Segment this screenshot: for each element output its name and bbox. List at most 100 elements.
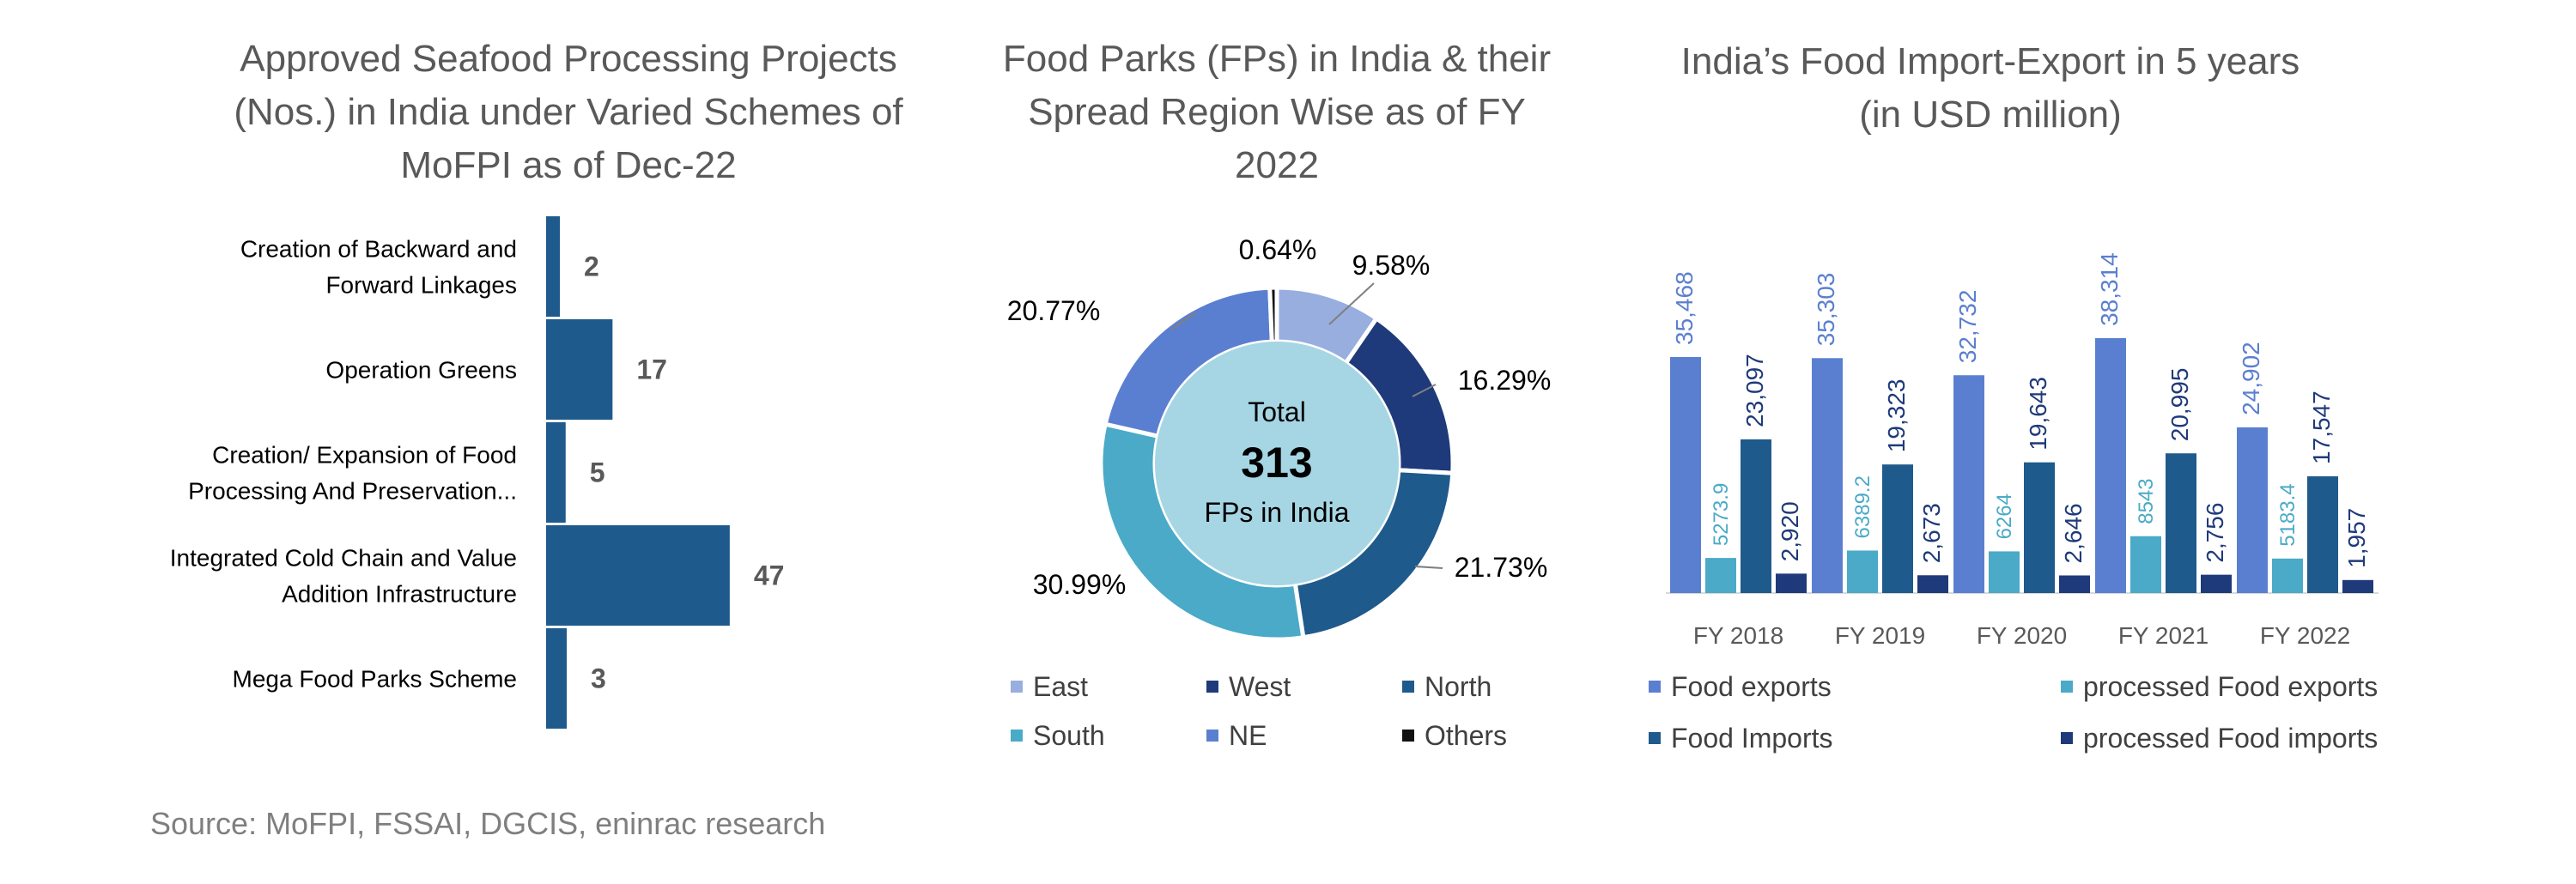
title-line: Approved Seafood Processing Projects xyxy=(240,38,897,80)
bar xyxy=(2024,462,2055,593)
x-tick-label: FY 2021 xyxy=(2118,622,2208,649)
slice-label: 20.77% xyxy=(1007,295,1101,326)
x-tick-label: FY 2020 xyxy=(1977,622,2067,649)
legend-label: North xyxy=(1425,671,1492,702)
bar xyxy=(1847,550,1878,593)
leader-line xyxy=(1170,312,1197,330)
data-label: 2,920 xyxy=(1777,501,1803,561)
data-label: 17 xyxy=(636,354,667,385)
category-label: Integrated Cold Chain and Value xyxy=(170,545,517,572)
legend-label: East xyxy=(1033,671,1088,702)
data-label: 38,314 xyxy=(2096,252,2123,326)
bar xyxy=(1989,551,2020,593)
slice-label: 16.29% xyxy=(1458,365,1552,396)
legend-label: NE xyxy=(1229,720,1267,751)
source-note: Source: MoFPI, FSSAI, DGCIS, eninrac res… xyxy=(150,806,825,841)
bar xyxy=(1917,575,1948,593)
data-label: 6264 xyxy=(1993,493,2016,539)
data-label: 8543 xyxy=(2135,478,2158,524)
bar xyxy=(2342,579,2373,593)
bar xyxy=(546,319,613,420)
bar xyxy=(2237,427,2268,593)
bar xyxy=(1953,375,1984,593)
x-tick-label: FY 2018 xyxy=(1693,622,1783,649)
category-label: Processing And Preservation... xyxy=(188,478,517,505)
x-tick-label: FY 2022 xyxy=(2260,622,2350,649)
data-label: 5 xyxy=(590,457,605,488)
data-label: 35,468 xyxy=(1671,271,1698,345)
donut-center-total-subtitle: FPs in India xyxy=(1205,497,1350,528)
bar xyxy=(2130,536,2161,593)
title-line: Food Parks (FPs) in India & their xyxy=(1003,38,1551,80)
legend-label: Food Imports xyxy=(1671,723,1833,754)
data-label: 32,732 xyxy=(1954,290,1981,364)
bar xyxy=(546,628,567,729)
bar xyxy=(1741,439,1771,593)
data-label: 6389.2 xyxy=(1851,475,1874,538)
title-line: (Nos.) in India under Varied Schemes of xyxy=(234,91,903,133)
bar xyxy=(2201,574,2232,593)
title-line: India’s Food Import-Export in 5 years xyxy=(1681,40,2300,82)
seafood-projects-chart: Approved Seafood Processing Projects (Nos… xyxy=(170,38,903,729)
legend-swatch xyxy=(2061,732,2073,744)
legend: East West North South NE Others xyxy=(1011,671,1507,751)
bar xyxy=(1670,357,1701,593)
bar xyxy=(1882,464,1913,593)
leader-line xyxy=(1414,566,1443,569)
donut-center-total-number: 313 xyxy=(1241,439,1312,487)
legend-label: West xyxy=(1229,671,1291,702)
data-label: 1,957 xyxy=(2343,508,2370,568)
legend: Food exports processed Food exports Food I… xyxy=(1649,671,2378,754)
bar xyxy=(2095,337,2126,593)
bar xyxy=(1705,558,1736,593)
title-line: MoFPI as of Dec-22 xyxy=(400,144,736,186)
donut-center-total-label: Total xyxy=(1248,397,1306,427)
bar xyxy=(1776,573,1807,593)
category-label: Mega Food Parks Scheme xyxy=(233,666,518,693)
data-label: 19,643 xyxy=(2025,377,2051,451)
legend-swatch xyxy=(1649,732,1661,744)
chart-title: Food Parks (FPs) in India & their Spread … xyxy=(1003,38,1551,186)
legend-label: processed Food imports xyxy=(2083,723,2378,754)
legend-label: South xyxy=(1033,720,1105,751)
data-label: 17,547 xyxy=(2308,391,2335,464)
donut-center xyxy=(1155,342,1399,585)
data-label: 20,995 xyxy=(2166,368,2193,442)
category-label: Addition Infrastructure xyxy=(282,581,517,608)
data-label: 19,323 xyxy=(1883,379,1910,453)
bar xyxy=(546,216,560,317)
bar xyxy=(2166,453,2196,593)
import-export-chart: India’s Food Import-Export in 5 years (in… xyxy=(1649,40,2379,754)
data-label: 23,097 xyxy=(1741,354,1768,427)
data-label: 3 xyxy=(591,663,606,694)
legend-label: processed Food exports xyxy=(2083,671,2378,702)
chart-title: Approved Seafood Processing Projects (Nos… xyxy=(234,38,903,186)
bar xyxy=(2059,575,2090,593)
data-label: 2,756 xyxy=(2202,503,2228,563)
data-label: 24,902 xyxy=(2238,342,2264,415)
x-tick-label: FY 2019 xyxy=(1835,622,1925,649)
slice-label: 9.58% xyxy=(1352,250,1431,281)
bar-group: 2 Creation of Backward and Forward Linkage… xyxy=(170,216,785,729)
data-label: 47 xyxy=(754,560,785,591)
category-label: Operation Greens xyxy=(325,357,517,384)
category-label: Forward Linkages xyxy=(325,272,517,299)
data-label: 5183.4 xyxy=(2276,483,2300,546)
data-label: 35,303 xyxy=(1813,273,1839,347)
food-parks-donut-chart: Food Parks (FPs) in India & their Spread … xyxy=(1003,38,1551,751)
legend-swatch xyxy=(1649,681,1661,693)
legend-label: Others xyxy=(1425,720,1507,751)
legend-swatch xyxy=(1402,730,1414,742)
category-label: Creation of Backward and xyxy=(240,236,517,263)
bar xyxy=(2307,475,2338,593)
slice-label: 0.64% xyxy=(1239,234,1317,265)
legend-swatch xyxy=(1206,730,1218,742)
legend-swatch xyxy=(1011,730,1023,742)
title-line: (in USD million) xyxy=(1859,94,2122,136)
bar xyxy=(1812,358,1843,593)
bar xyxy=(546,525,730,626)
category-label: Creation/ Expansion of Food xyxy=(212,442,517,469)
legend-swatch xyxy=(2061,681,2073,693)
chart-title: India’s Food Import-Export in 5 years (in… xyxy=(1681,40,2300,136)
